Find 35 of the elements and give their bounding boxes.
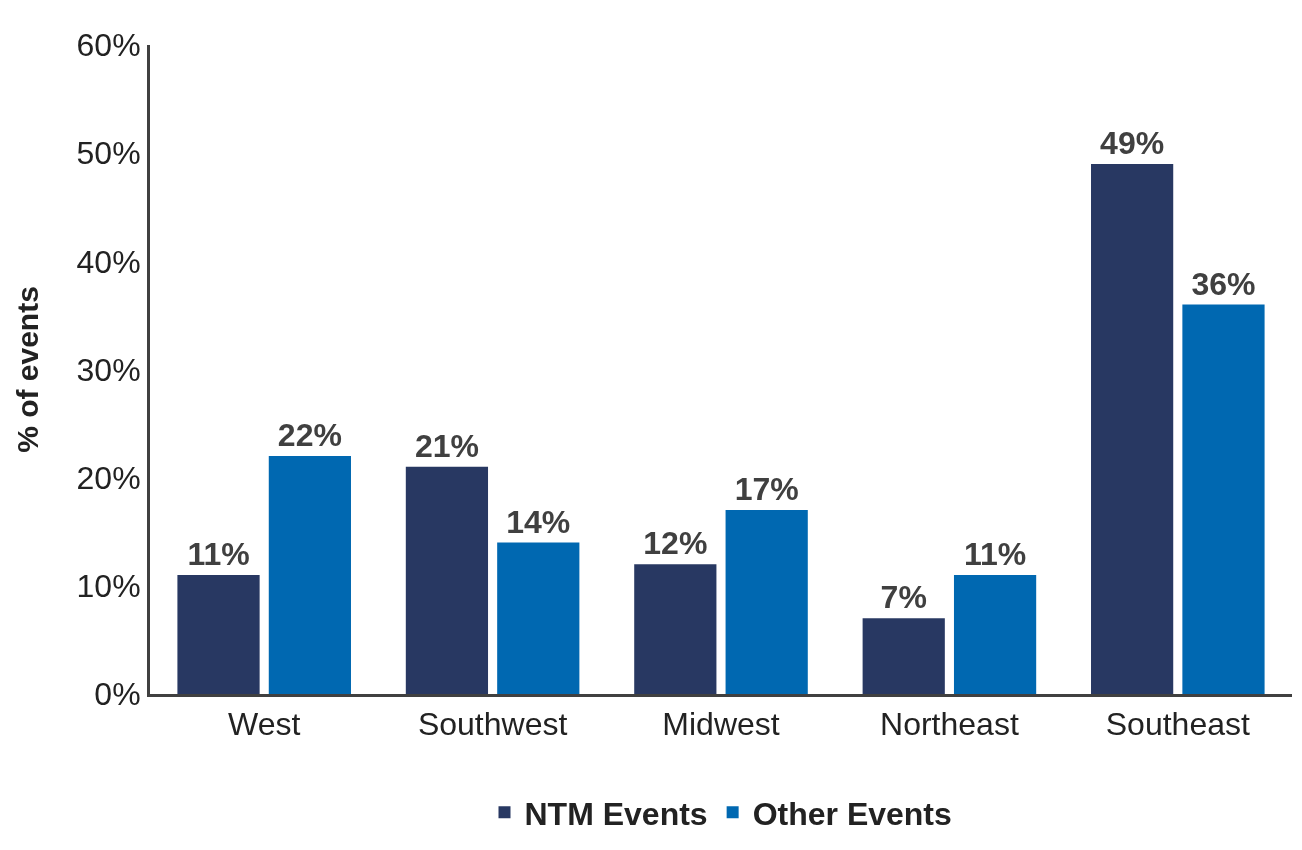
data-label: 49%: [1100, 124, 1165, 161]
x-tick-label: West: [228, 706, 301, 743]
x-tick-label: Midwest: [662, 706, 780, 743]
bar: [725, 510, 808, 694]
data-label: 22%: [277, 417, 342, 454]
bar: [634, 564, 717, 694]
legend-label: Other Events: [752, 795, 952, 832]
data-label: 21%: [414, 427, 479, 464]
data-label: 12%: [643, 525, 708, 562]
data-label: 11%: [963, 536, 1027, 573]
bar: [177, 575, 260, 694]
bar: [268, 456, 351, 694]
data-label: 14%: [506, 503, 571, 540]
y-tick-label: 40%: [76, 243, 141, 280]
x-tick-label: Northeast: [880, 706, 1019, 743]
data-label: 17%: [734, 471, 799, 508]
data-label: 7%: [880, 579, 927, 616]
y-tick-label: 60%: [76, 27, 141, 64]
bar: [953, 575, 1037, 694]
y-tick-label: 0%: [94, 676, 141, 713]
bar: [497, 542, 580, 694]
bar: [862, 618, 945, 694]
data-label: 36%: [1191, 265, 1256, 302]
y-tick-label: 10%: [76, 568, 141, 605]
bar: [405, 466, 489, 694]
bar: [1182, 304, 1265, 694]
legend-label: NTM Events: [524, 795, 708, 832]
y-axis-title: % of events: [10, 286, 44, 453]
y-tick-label: 30%: [76, 351, 141, 388]
y-tick-label: 50%: [76, 135, 141, 172]
data-label: 11%: [187, 536, 250, 573]
bar: [1091, 163, 1174, 694]
x-tick-label: Southwest: [417, 706, 568, 743]
y-tick-label: 20%: [76, 459, 141, 496]
x-tick-label: Southeast: [1105, 706, 1250, 743]
